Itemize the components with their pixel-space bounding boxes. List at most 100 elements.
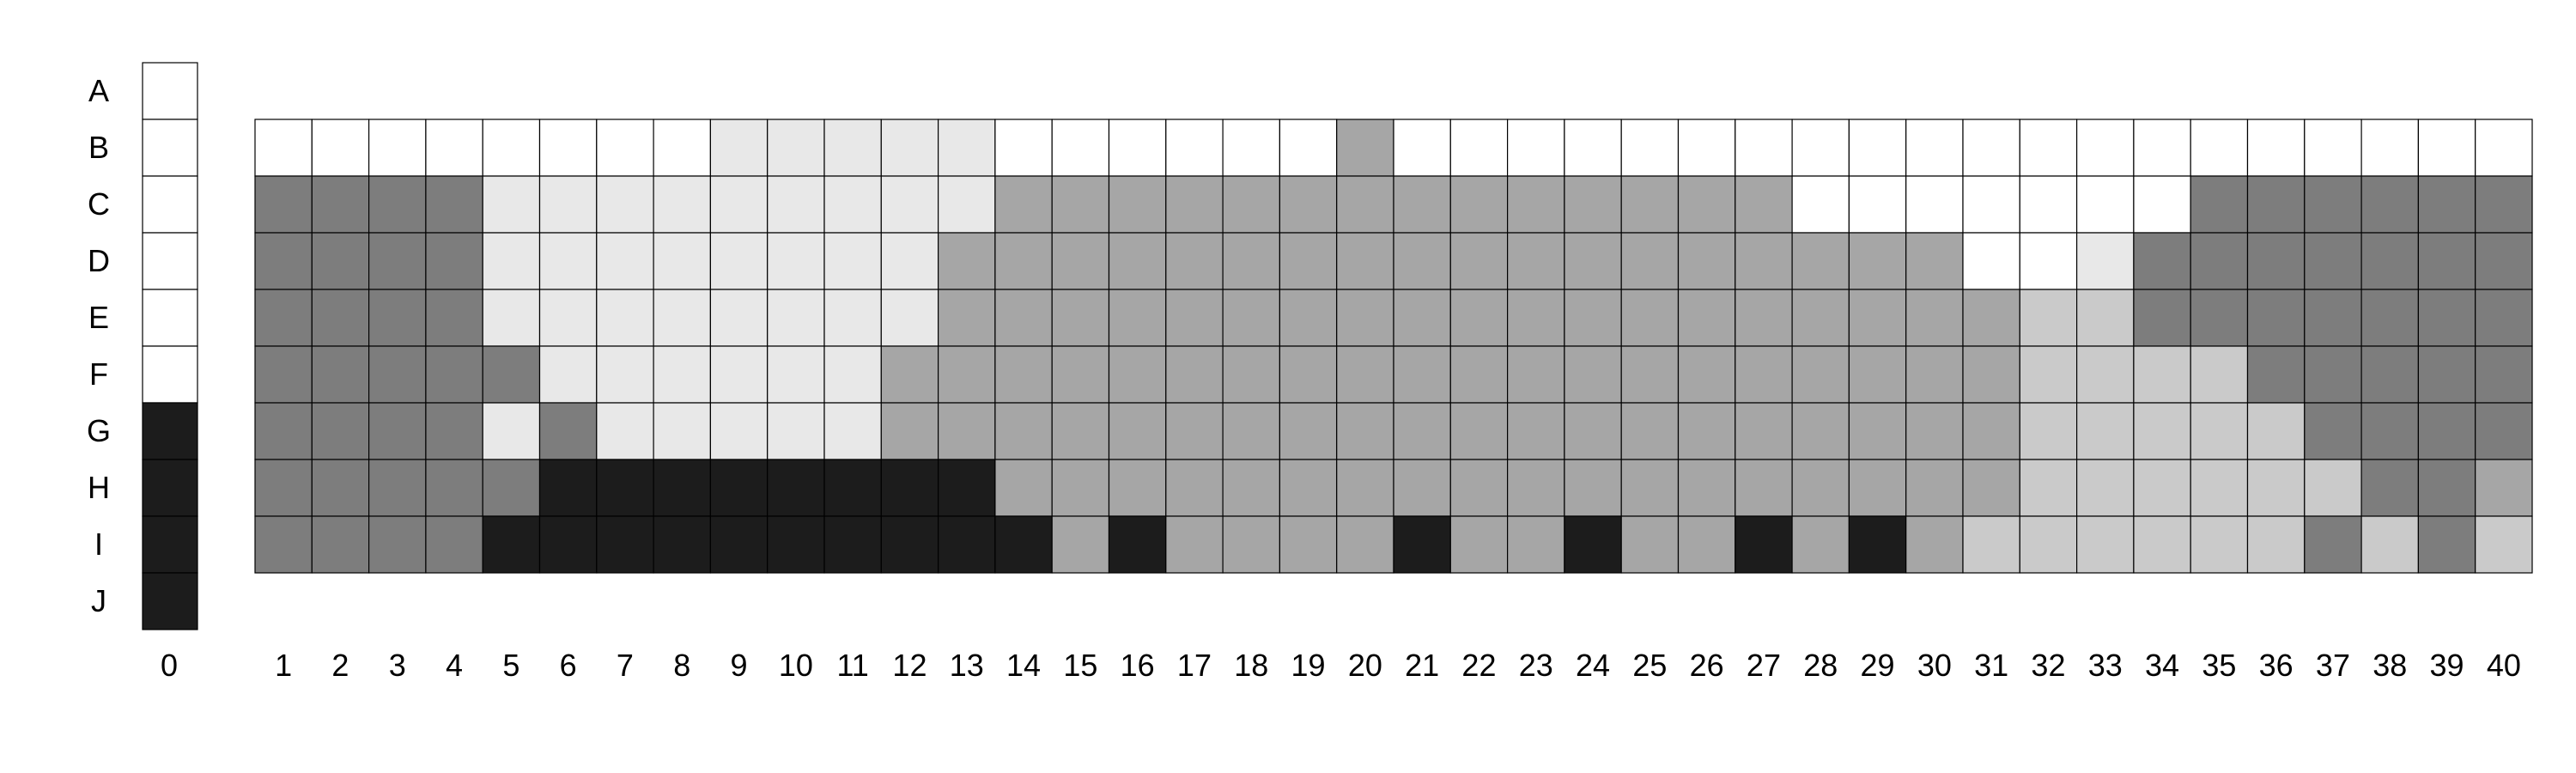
grid-cell-e-35 (2190, 289, 2249, 347)
grid-cell-c-1 (254, 175, 313, 234)
grid-cell-b-31 (1962, 119, 2020, 177)
column-label-13: 13 (950, 648, 984, 683)
grid-cell-e-37 (2304, 289, 2362, 347)
grid-cell-g-12 (880, 402, 939, 460)
grid-cell-b-10 (767, 119, 825, 177)
grid-cell-g-28 (1791, 402, 1850, 460)
column-label-40: 40 (2487, 648, 2521, 683)
column-label-34: 34 (2145, 648, 2179, 683)
grid-cell-b-30 (1905, 119, 1964, 177)
grid-cell-e-7 (596, 289, 654, 347)
grid-cell-c-9 (709, 175, 769, 234)
grid-cell-g-23 (1506, 402, 1565, 460)
grid-cell-i-30 (1905, 515, 1964, 574)
column-label-19: 19 (1291, 648, 1326, 683)
grid-cell-f-39 (2417, 345, 2476, 404)
grid-cell-h-1 (254, 459, 313, 517)
grid-cell-e-28 (1791, 289, 1850, 347)
grid-cell-f-10 (767, 345, 825, 404)
grid-cell-h-35 (2190, 459, 2249, 517)
column-label-6: 6 (560, 648, 577, 683)
grid-cell-i-14 (994, 515, 1053, 574)
grid-cell-f-30 (1905, 345, 1964, 404)
grid-cell-c-29 (1848, 175, 1907, 234)
grid-cell-h-15 (1051, 459, 1110, 517)
grid-cell-b-20 (1336, 119, 1394, 177)
grid-cell-e-38 (2360, 289, 2420, 347)
column-label-31: 31 (1974, 648, 2008, 683)
grid-cell-f-11 (823, 345, 882, 404)
grid-cell-h-3 (368, 459, 427, 517)
grid-cell-c-10 (767, 175, 825, 234)
grid-cell-g-27 (1735, 402, 1793, 460)
column-label-11: 11 (836, 648, 868, 683)
grid-cell-d-40 (2475, 232, 2533, 290)
grid-cell-b-1 (254, 119, 313, 177)
grid-cell-e-11 (823, 289, 882, 347)
grid-cell-e-12 (880, 289, 939, 347)
grid-cell-f-3 (368, 345, 427, 404)
grid-cell-e-17 (1165, 289, 1224, 347)
grid-cell-e-31 (1962, 289, 2020, 347)
grid-cell-h-9 (709, 459, 769, 517)
grid-cell-h-16 (1108, 459, 1167, 517)
key-cell-i (142, 515, 198, 574)
grid-cell-h-36 (2246, 459, 2306, 517)
grid-cell-i-3 (368, 515, 427, 574)
grid-cell-d-26 (1677, 232, 1736, 290)
grid-cell-f-14 (994, 345, 1053, 404)
grid-cell-c-30 (1905, 175, 1964, 234)
grid-cell-d-10 (767, 232, 825, 290)
grid-cell-g-20 (1336, 402, 1394, 460)
grid-cell-e-3 (368, 289, 427, 347)
grid-cell-e-29 (1848, 289, 1907, 347)
grid-cell-g-11 (823, 402, 882, 460)
grid-cell-d-4 (425, 232, 483, 290)
grid-cell-e-27 (1735, 289, 1793, 347)
grid-cell-d-20 (1336, 232, 1394, 290)
grid-cell-d-36 (2246, 232, 2306, 290)
grid-cell-i-33 (2076, 515, 2135, 574)
column-label-25: 25 (1632, 648, 1667, 683)
grid-cell-c-18 (1222, 175, 1280, 234)
grid-cell-c-37 (2304, 175, 2362, 234)
grid-cell-h-5 (482, 459, 541, 517)
grid-cell-i-32 (2019, 515, 2078, 574)
grid-cell-d-22 (1449, 232, 1509, 290)
grid-cell-h-17 (1165, 459, 1224, 517)
grid-cell-b-7 (596, 119, 654, 177)
grid-cell-b-14 (994, 119, 1053, 177)
grid-cell-f-37 (2304, 345, 2362, 404)
column-label-21: 21 (1405, 648, 1439, 683)
grid-cell-c-15 (1051, 175, 1110, 234)
row-label-d: D (88, 243, 110, 278)
grid-cell-c-39 (2417, 175, 2476, 234)
grid-cell-i-9 (709, 515, 769, 574)
grid-cell-d-28 (1791, 232, 1850, 290)
grid-cell-c-20 (1336, 175, 1394, 234)
grid-cell-i-29 (1848, 515, 1907, 574)
grid-cell-h-12 (880, 459, 939, 517)
grid-cell-g-32 (2019, 402, 2078, 460)
grid-cell-g-16 (1108, 402, 1167, 460)
column-label-8: 8 (673, 648, 690, 683)
grid-cell-e-36 (2246, 289, 2306, 347)
grid-cell-d-7 (596, 232, 654, 290)
column-label-18: 18 (1234, 648, 1268, 683)
grid-cell-e-39 (2417, 289, 2476, 347)
grid-cell-e-22 (1449, 289, 1509, 347)
grid-cell-c-19 (1279, 175, 1338, 234)
grid-cell-f-1 (254, 345, 313, 404)
grid-cell-h-8 (653, 459, 711, 517)
grid-cell-i-27 (1735, 515, 1793, 574)
grid-cell-d-18 (1222, 232, 1280, 290)
grid-cell-h-13 (937, 459, 996, 517)
grid-cell-c-33 (2076, 175, 2135, 234)
grid-cell-h-37 (2304, 459, 2362, 517)
row-label-c: C (88, 186, 110, 222)
grid-cell-f-23 (1506, 345, 1565, 404)
grid-cell-e-21 (1393, 289, 1451, 347)
grid-cell-c-27 (1735, 175, 1793, 234)
grid-cell-c-5 (482, 175, 541, 234)
grid-cell-g-38 (2360, 402, 2420, 460)
